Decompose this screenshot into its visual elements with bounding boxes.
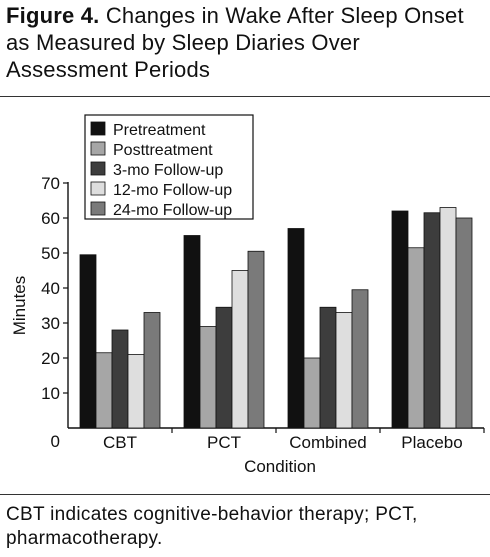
bottom-rule [0,494,490,495]
legend-label: 24-mo Follow-up [113,202,232,219]
y-tick-label: 10 [41,384,60,403]
legend-label: Posttreatment [113,142,213,159]
bar [231,270,249,429]
legend-label: 3-mo Follow-up [113,162,223,179]
x-axis-title: Condition [244,457,316,476]
bar [319,306,337,429]
y-tick-label: 0 [51,432,60,451]
legend-swatch [90,201,106,216]
bar [183,235,201,429]
y-tick-label: 70 [41,174,60,193]
x-tick-label: CBT [103,433,137,452]
x-tick-label: Placebo [401,433,462,452]
bar [351,289,369,429]
footnote: CBT indicates cognitive-behavior therapy… [6,504,418,549]
bar [143,312,161,429]
legend-swatch [90,181,106,196]
top-rule [0,96,490,97]
legend-swatch [90,161,106,176]
bar [439,207,457,429]
bar [287,228,305,429]
y-tick-label: 50 [41,244,60,263]
y-tick-label: 40 [41,279,60,298]
figure-title-text: Changes in Wake After Sleep Onset as Mea… [6,3,464,82]
bar [335,312,353,429]
figure-label: Figure 4. [6,3,100,28]
y-tick-label: 60 [41,209,60,228]
y-tick-label: 30 [41,314,60,333]
bar [247,250,265,429]
y-axis-title: Minutes [10,276,29,336]
legend-label: Pretreatment [113,122,206,139]
chart-bars [79,207,473,429]
legend-label: 12-mo Follow-up [113,182,232,199]
bar [111,329,129,429]
bar [423,212,441,429]
bar [455,217,473,429]
bar [303,357,321,429]
figure-title: Figure 4. Changes in Wake After Sleep On… [6,2,484,83]
x-tick-label: PCT [207,433,241,452]
bar [215,306,233,429]
bar [391,210,409,429]
bar [127,354,145,429]
legend-swatch [90,121,106,136]
bar [407,247,425,429]
bar [79,254,97,429]
bar [199,326,217,429]
chart-legend: Pretreatment Posttreatment 3-mo Follow-up 1… [84,114,254,220]
bar [95,352,113,429]
y-tick-label: 20 [41,349,60,368]
legend-swatch [90,141,106,156]
legend-box [84,114,254,220]
x-tick-label: Combined [289,433,367,452]
